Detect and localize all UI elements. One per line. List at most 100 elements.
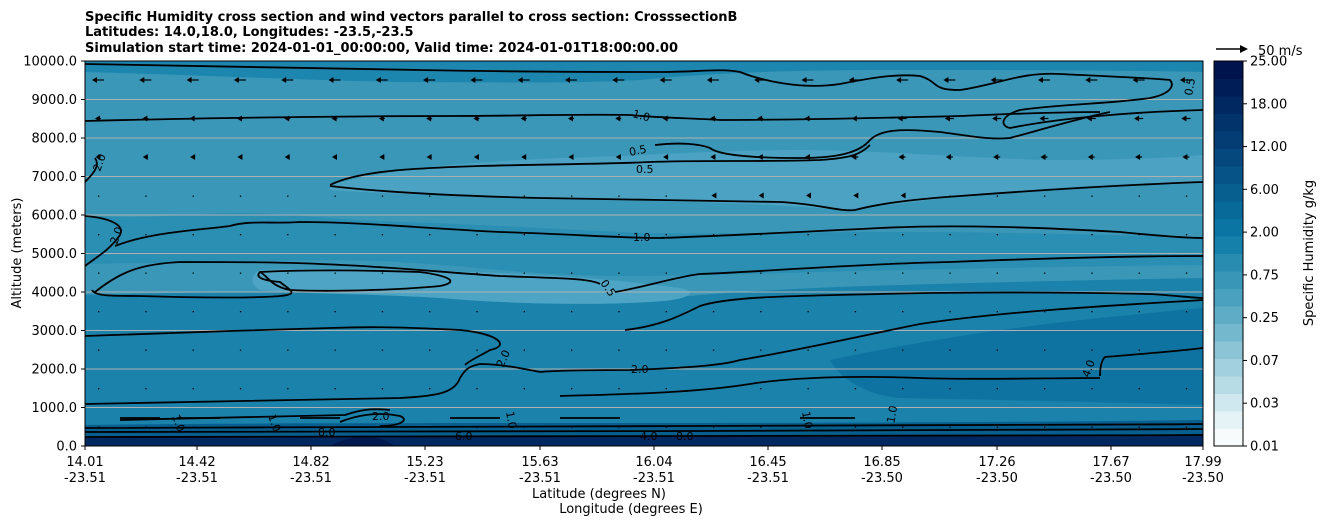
wind-vector-dot [1044,195,1046,197]
colorbar-swatch [1214,201,1243,219]
wind-vector-head [237,154,243,160]
wind-vector-dot [618,388,620,390]
wind-vector-dot [476,426,478,428]
wind-vector-head [1135,154,1141,160]
wind-vector-head [806,192,811,199]
y-tick-label: 3000.0 [32,324,78,339]
wind-vector-dot [287,349,289,351]
wind-vector-dot [996,195,998,197]
wind-vector-dot [476,272,478,274]
x-axis-label-lat: Latitude (degrees N) [532,487,666,502]
wind-vector-dot [1138,234,1140,236]
wind-vector-head [284,115,290,122]
wind-vector-dot [476,388,478,390]
wind-vector-head [281,77,287,83]
chart-title-line-3: Simulation start time: 2024-01-01_00:00:… [85,41,678,56]
wind-vector-dot [712,349,715,351]
wind-vector-head [186,77,192,83]
colorbar-tick-label: 0.03 [1250,397,1279,412]
contour-label: 1.0 [633,231,651,244]
wind-vector-dot [902,234,904,236]
wind-vector-dot [902,311,904,313]
y-tick-label: 2000.0 [32,363,78,378]
wind-vector-dot [381,349,384,351]
contour-label: 4.0 [640,430,658,443]
wind-vector-dot [192,272,194,274]
wind-vector-dot [1138,388,1140,390]
wind-vector-head [521,154,527,160]
wind-vector-dot [1185,311,1188,313]
wind-vector-dot [381,311,384,313]
wind-vector-head [1086,115,1092,122]
wind-vector-head [520,115,526,122]
wind-vector-dot [996,388,998,390]
wind-vector-dot [760,311,762,313]
wind-vector-dot [192,234,194,236]
wind-vector-dot [145,234,147,236]
wind-vector-head [426,115,432,122]
wind-vector-dot [334,349,336,351]
wind-vector-dot [1138,311,1140,313]
wind-vector-dot [1091,388,1093,390]
wind-vector-dot [1138,195,1140,197]
colorbar-swatch [1214,166,1243,184]
wind-vector-dot [381,195,384,197]
wind-vector-dot [287,234,289,236]
contour-label: 1.0 [799,410,815,429]
wind-vector-dot [618,272,620,274]
wind-vector-head [189,115,195,122]
wind-vector-dot [1185,195,1188,197]
wind-vector-dot [1185,426,1188,428]
y-tick-label: 4000.0 [32,286,78,301]
contour-label: 8.0 [318,426,336,439]
y-axis-label: Altitude (meters) [10,198,25,309]
wind-vector-head [328,77,334,83]
wind-vector-head [853,192,859,199]
wind-vector-dot [807,388,809,390]
wind-vector-dot [807,234,809,236]
x-axis: 14.01-23.5114.42-23.5114.82-23.5115.23-2… [64,446,1224,486]
wind-vector-dot [807,311,809,313]
wind-vector-dot [571,349,573,351]
wind-vector-dot [571,388,573,390]
contour-line [84,63,1204,129]
x-tick-label-lat: 15.63 [521,455,558,470]
x-tick-label-lat: 17.67 [1092,455,1129,470]
wind-vector-dot [287,272,289,274]
colorbar-tick-label: 0.25 [1250,311,1279,326]
colorbar-swatch [1214,428,1243,447]
wind-vector-head [233,77,239,83]
wind-vector-dot [98,234,100,236]
colorbar-swatch [1214,218,1243,237]
wind-vector-head [615,154,621,160]
arrow-icon [1240,45,1248,53]
wind-vector-dot [98,311,100,313]
wind-vector-dot [476,234,478,236]
y-tick-label: 6000.0 [32,209,78,224]
wind-vector-head [662,115,668,122]
y-tick-label: 10000.0 [23,55,77,70]
colorbar-tick-label: 12.00 [1250,140,1287,155]
contour-line [94,261,601,293]
wind-vector-dot [1044,426,1046,428]
wind-vector-dot [334,272,336,274]
wind-vector-head [190,154,196,160]
wind-vector-dot [381,234,384,236]
colorbar-swatch [1214,78,1243,97]
wind-vector-dot [571,311,573,313]
x-tick-label-lon: -23.50 [1182,471,1224,486]
y-tick-label: 1000.0 [32,401,78,416]
wind-vector-dot [571,195,573,197]
wind-vector-head [379,154,385,160]
colorbar-swatch [1214,148,1243,167]
contour-line [91,269,452,299]
wind-vector-dot [1091,234,1093,236]
wind-vector-dot [1091,195,1093,197]
wind-vector-dot [1138,426,1140,428]
colorbar-swatch [1214,183,1243,202]
wind-vector-dot [239,426,242,428]
wind-vector-dot [712,234,715,236]
colorbar-swatch [1214,113,1243,132]
wind-vector-dot [854,311,857,313]
wind-vector-head [568,115,573,122]
